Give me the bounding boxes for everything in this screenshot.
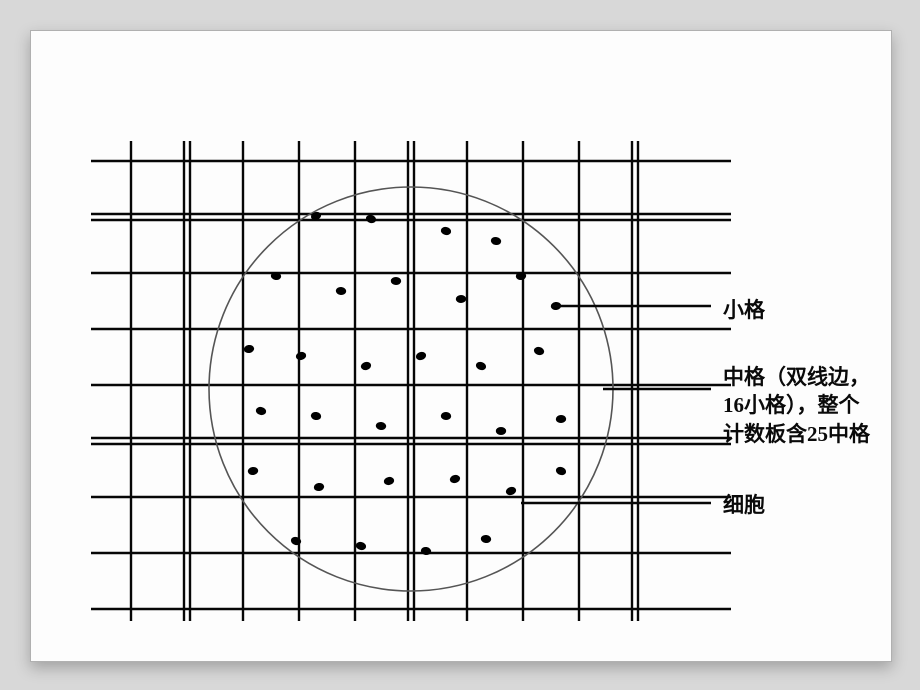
cell-dot xyxy=(255,406,267,416)
cell-dot xyxy=(420,546,432,556)
cell-dot xyxy=(295,351,307,361)
label-medium-square-line1: 中格（双线边， xyxy=(723,365,870,389)
cell-dot xyxy=(360,361,372,372)
label-medium-square-line2: 16小格），整个 xyxy=(723,393,860,417)
cell-dot xyxy=(313,482,325,492)
label-medium-square: 中格（双线边， 16小格），整个 计数板含25中格 xyxy=(723,363,870,448)
cell-dot xyxy=(441,412,452,421)
cell-dot xyxy=(440,226,452,236)
cell-dot xyxy=(375,421,386,430)
label-small-square-text: 小格 xyxy=(723,298,765,322)
label-medium-square-line3: 计数板含25中格 xyxy=(723,422,870,446)
cell-dot xyxy=(383,476,395,486)
cell-dot xyxy=(449,474,461,484)
cell-dot xyxy=(243,344,255,354)
cell-dot xyxy=(415,351,427,362)
cell-dot xyxy=(290,536,302,547)
cell-dot xyxy=(556,415,567,424)
cell-dot xyxy=(533,346,545,356)
cell-dot xyxy=(355,541,367,551)
cell-dot xyxy=(456,295,467,303)
cell-dot xyxy=(475,361,487,372)
cell-dot xyxy=(391,277,402,285)
cell-dot xyxy=(365,214,377,225)
label-cell-text: 细胞 xyxy=(723,493,765,517)
cell-dot xyxy=(490,236,502,246)
cell-dot xyxy=(247,466,258,475)
cell-dot xyxy=(496,427,506,435)
cell-dot xyxy=(335,287,346,296)
hemocytometer-diagram xyxy=(91,141,731,626)
label-cell: 细胞 xyxy=(723,491,765,519)
cell-dot xyxy=(505,486,517,497)
cell-dot xyxy=(480,534,491,543)
label-small-square: 小格 xyxy=(723,296,765,324)
cell-dot xyxy=(555,466,567,477)
cell-dot xyxy=(310,411,322,421)
grid-svg xyxy=(91,141,731,621)
page-sheet: 小格 中格（双线边， 16小格），整个 计数板含25中格 细胞 xyxy=(30,30,892,662)
